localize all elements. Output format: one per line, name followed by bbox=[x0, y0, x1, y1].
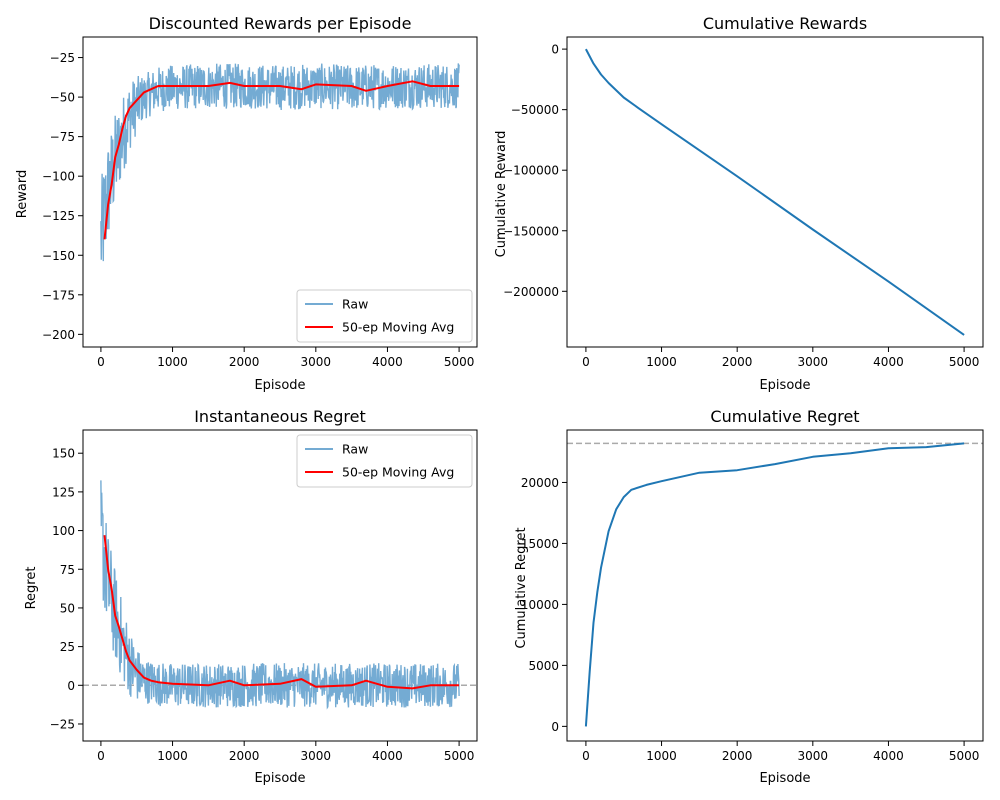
x-tick-label: 1000 bbox=[646, 355, 677, 369]
x-axis-label: Episode bbox=[759, 378, 810, 393]
x-tick-label: 3000 bbox=[301, 749, 332, 763]
legend-entry: 50-ep Moving Avg bbox=[342, 320, 454, 335]
x-axis-label: Episode bbox=[254, 771, 305, 786]
x-tick-label: 1000 bbox=[157, 749, 188, 763]
y-tick-label: 100 bbox=[52, 524, 75, 538]
legend: Raw 50-ep Moving Avg bbox=[296, 289, 473, 343]
x-tick-label: 2000 bbox=[722, 355, 753, 369]
x-tick-label: 0 bbox=[97, 749, 105, 763]
y-tick-label: 0 bbox=[551, 720, 559, 734]
x-axis-label: Episode bbox=[759, 771, 810, 786]
series-cumulative-line bbox=[585, 48, 965, 336]
y-tick-label: −75 bbox=[50, 130, 75, 144]
y-tick-label: −50 bbox=[50, 91, 75, 105]
legend-entry: 50-ep Moving Avg bbox=[342, 465, 454, 480]
x-tick-label: 1000 bbox=[157, 355, 188, 369]
series-raw-line bbox=[100, 63, 460, 262]
y-tick-label: 150 bbox=[52, 447, 75, 461]
x-tick-label: 0 bbox=[582, 749, 590, 763]
y-tick-label: 5000 bbox=[528, 659, 559, 673]
y-axis-label: Regret bbox=[24, 567, 39, 610]
legend-entry: Raw bbox=[342, 297, 368, 312]
series-cumulative-line bbox=[584, 442, 965, 727]
chart-cumulative-regret: Cumulative Regret Episode Cumulative Reg… bbox=[514, 407, 984, 786]
series-raw-line bbox=[100, 480, 460, 710]
x-tick-label: 3000 bbox=[798, 355, 829, 369]
y-tick-label: −200000 bbox=[503, 285, 559, 299]
y-axis-label: Cumulative Reward bbox=[494, 131, 509, 258]
legend-entry: Raw bbox=[342, 442, 368, 457]
chart-cumulative-rewards: Cumulative Rewards Episode Cumulative Re… bbox=[494, 14, 984, 393]
x-tick-label: 3000 bbox=[301, 355, 332, 369]
chart-title: Instantaneous Regret bbox=[194, 407, 366, 426]
y-tick-label: −100000 bbox=[503, 164, 559, 178]
y-tick-label: −25 bbox=[50, 51, 75, 65]
x-tick-label: 4000 bbox=[372, 749, 403, 763]
x-tick-label: 0 bbox=[582, 355, 590, 369]
x-tick-label: 2000 bbox=[722, 749, 753, 763]
chart-instantaneous-regret: Instantaneous Regret Episode Regret 0 100… bbox=[24, 407, 478, 786]
x-tick-label: 3000 bbox=[798, 749, 829, 763]
x-tick-label: 4000 bbox=[873, 355, 904, 369]
chart-title: Cumulative Rewards bbox=[703, 14, 867, 33]
plot-frame bbox=[566, 429, 984, 742]
x-tick-label: 1000 bbox=[646, 749, 677, 763]
y-axis-label: Reward bbox=[15, 170, 30, 218]
y-tick-label: −100 bbox=[42, 170, 75, 184]
y-tick-label: 75 bbox=[60, 563, 75, 577]
chart-discounted-rewards: Discounted Rewards per Episode Episode R… bbox=[15, 14, 478, 393]
y-tick-label: 50 bbox=[60, 601, 75, 615]
x-tick-label: 5000 bbox=[444, 749, 475, 763]
x-tick-label: 4000 bbox=[372, 355, 403, 369]
y-tick-label: −50000 bbox=[511, 103, 559, 117]
x-tick-label: 2000 bbox=[229, 355, 260, 369]
y-tick-label: −200 bbox=[42, 328, 75, 342]
y-tick-label: −125 bbox=[42, 209, 75, 223]
plot-frame bbox=[82, 36, 478, 348]
chart-title: Cumulative Regret bbox=[710, 407, 859, 426]
x-tick-label: 5000 bbox=[444, 355, 475, 369]
y-tick-label: 125 bbox=[52, 485, 75, 499]
y-tick-label: 0 bbox=[551, 43, 559, 57]
chart-title: Discounted Rewards per Episode bbox=[149, 14, 412, 33]
y-tick-label: −150000 bbox=[503, 224, 559, 238]
x-tick-label: 4000 bbox=[873, 749, 904, 763]
y-tick-label: 0 bbox=[67, 679, 75, 693]
y-tick-label: 25 bbox=[60, 640, 75, 654]
x-tick-label: 5000 bbox=[949, 749, 980, 763]
legend-box bbox=[296, 289, 473, 343]
x-axis-label: Episode bbox=[254, 378, 305, 393]
y-axis-label: Cumulative Regret bbox=[514, 527, 529, 648]
series-moving-avg-line bbox=[103, 80, 460, 240]
series-moving-avg-line bbox=[103, 535, 460, 690]
x-tick-label: 0 bbox=[97, 355, 105, 369]
y-tick-label: −150 bbox=[42, 249, 75, 263]
y-tick-label: −25 bbox=[50, 717, 75, 731]
plot-frame bbox=[566, 36, 984, 348]
x-tick-label: 2000 bbox=[229, 749, 260, 763]
y-tick-label: −175 bbox=[42, 288, 75, 302]
y-tick-label: 20000 bbox=[521, 476, 559, 490]
y-tick-label: 10000 bbox=[521, 598, 559, 612]
legend: Raw 50-ep Moving Avg bbox=[296, 434, 473, 488]
x-tick-label: 5000 bbox=[949, 355, 980, 369]
plot-frame bbox=[82, 429, 478, 742]
y-tick-label: 15000 bbox=[521, 537, 559, 551]
legend-box bbox=[296, 434, 473, 488]
